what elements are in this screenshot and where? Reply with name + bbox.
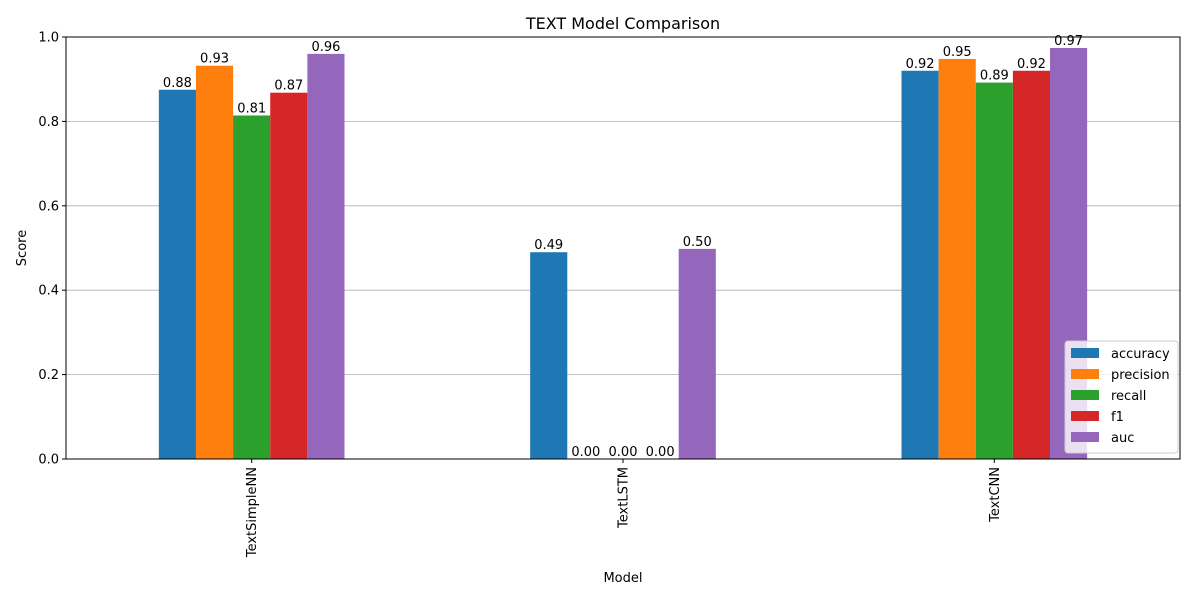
legend: accuracy precision recall f1 auc <box>1064 340 1179 454</box>
bar-accuracy-TextCNN <box>901 70 939 459</box>
y-tick-label: 0.6 <box>38 199 59 214</box>
y-tick-label: 0.0 <box>38 453 59 468</box>
data-label: 0.87 <box>274 79 303 94</box>
data-label: 0.95 <box>943 45 972 60</box>
legend-label-auc: auc <box>1111 431 1134 446</box>
legend-swatch-f1 <box>1071 411 1099 421</box>
bar-auc-TextLSTM <box>678 248 716 459</box>
data-label: 0.00 <box>646 445 675 460</box>
bar-recall-TextSimpleNN <box>233 115 271 459</box>
data-label: 0.89 <box>980 69 1009 84</box>
y-tick-label: 0.8 <box>38 115 59 130</box>
legend-swatch-precision <box>1071 369 1099 379</box>
y-axis-label: Score <box>15 230 30 266</box>
bar-accuracy-TextSimpleNN <box>158 89 196 459</box>
legend-label-recall: recall <box>1111 389 1146 404</box>
data-label: 0.93 <box>200 52 229 67</box>
data-label: 0.92 <box>906 57 935 72</box>
x-axis: TextSimpleNN TextLSTM TextCNN <box>245 459 1003 558</box>
bar-recall-TextCNN <box>975 82 1013 460</box>
x-tick-label: TextSimpleNN <box>245 467 260 558</box>
data-label: 0.50 <box>683 235 712 250</box>
legend-label-f1: f1 <box>1111 410 1124 425</box>
legend-label-precision: precision <box>1111 368 1170 383</box>
legend-swatch-accuracy <box>1071 348 1099 358</box>
x-axis-label: Model <box>603 571 642 586</box>
data-label: 0.88 <box>163 76 192 91</box>
y-axis: 0.0 0.2 0.4 0.6 0.8 1.0 <box>38 31 66 468</box>
data-labels-layer: 0.88 0.93 0.81 0.87 0.96 0.49 0.00 0.00 0.00 0.50… <box>163 34 1083 460</box>
bar-f1-TextCNN <box>1012 70 1051 459</box>
data-label: 0.00 <box>571 445 600 460</box>
data-label: 0.49 <box>534 238 563 253</box>
data-label: 0.97 <box>1054 34 1083 49</box>
data-label: 0.81 <box>237 101 266 116</box>
y-tick-label: 1.0 <box>38 31 59 46</box>
data-label: 0.92 <box>1017 57 1046 72</box>
chart-title: TEXT Model Comparison <box>525 14 720 33</box>
data-label: 0.00 <box>609 445 638 460</box>
bar-f1-TextSimpleNN <box>270 92 308 459</box>
bars-layer <box>158 47 1088 460</box>
bar-precision-TextSimpleNN <box>195 65 234 460</box>
bar-auc-TextSimpleNN <box>307 53 345 459</box>
y-tick-label: 0.4 <box>38 284 59 299</box>
legend-label-accuracy: accuracy <box>1111 347 1170 362</box>
legend-swatch-auc <box>1071 432 1099 442</box>
y-tick-label: 0.2 <box>38 368 59 383</box>
x-tick-label: TextLSTM <box>617 467 632 529</box>
legend-swatch-recall <box>1071 390 1099 400</box>
bar-accuracy-TextLSTM <box>530 252 568 459</box>
data-label: 0.96 <box>311 40 340 55</box>
x-tick-label: TextCNN <box>988 467 1003 523</box>
bar-precision-TextCNN <box>938 58 976 459</box>
